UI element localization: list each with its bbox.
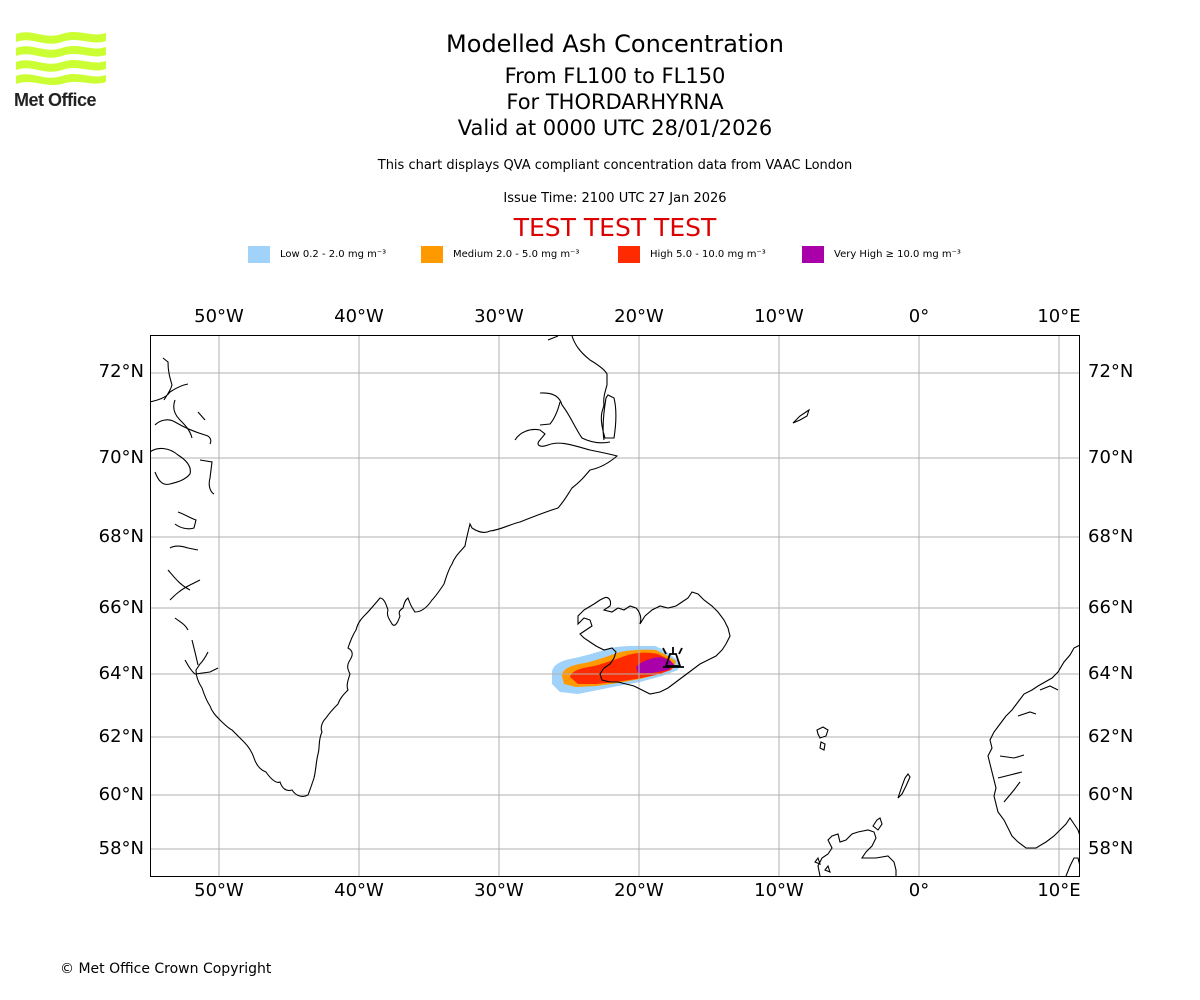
valid-time: Valid at 0000 UTC 28/01/2026 (457, 116, 773, 140)
lat-tick-right: 60°N (1088, 784, 1134, 805)
lat-tick-right: 68°N (1088, 526, 1134, 547)
met-office-logo (14, 30, 109, 110)
ash-plume (552, 645, 680, 694)
lon-tick-top: 20°W (614, 306, 664, 327)
coast-faroes (816, 726, 829, 751)
ash-map[interactable] (150, 335, 1081, 877)
lon-tick-bottom: 30°W (474, 880, 524, 901)
copyright-footer: © Met Office Crown Copyright (60, 961, 272, 977)
volcano-name: For THORDARHYRNA (506, 90, 724, 114)
lat-tick-left: 70°N (98, 447, 144, 468)
lon-tick-bottom: 20°W (614, 880, 664, 901)
lon-tick-bottom: 0° (908, 880, 930, 901)
map-frame (150, 335, 1080, 877)
legend-swatch-low (248, 245, 270, 263)
test-banner: TEST TEST TEST (513, 213, 717, 242)
logo-text: Met Office (14, 90, 97, 110)
lat-tick-right: 66°N (1088, 597, 1134, 618)
legend-label-very-high: Very High ≥ 10.0 mg m⁻³ (834, 248, 961, 260)
graticule (150, 335, 1080, 876)
lat-tick-right: 70°N (1088, 447, 1134, 468)
legend-label-medium: Medium 2.0 - 5.0 mg m⁻³ (453, 248, 580, 260)
legend-label-high: High 5.0 - 10.0 mg m⁻³ (650, 248, 766, 260)
logo-waves-icon (16, 32, 106, 85)
coast-greenland-west (150, 357, 219, 675)
lon-tick-bottom: 40°W (334, 880, 384, 901)
lat-tick-left: 66°N (98, 597, 144, 618)
issue-time: Issue Time: 2100 UTC 27 Jan 2026 (503, 191, 727, 206)
lon-tick-top: 50°W (194, 306, 244, 327)
legend-swatch-very-high (802, 245, 824, 263)
legend-item-low: Low 0.2 - 2.0 mg m⁻³ (248, 244, 386, 264)
legend-item-high: High 5.0 - 10.0 mg m⁻³ (618, 244, 766, 264)
volcano-icon (662, 647, 684, 668)
lon-tick-top: 10°E (1037, 306, 1081, 327)
chart-title: Modelled Ash Concentration (446, 30, 784, 58)
legend-item-very-high: Very High ≥ 10.0 mg m⁻³ (802, 244, 961, 264)
coast-orkney (872, 817, 883, 831)
coast-iceland (577, 591, 731, 695)
lon-tick-top: 40°W (334, 306, 384, 327)
legend-item-medium: Medium 2.0 - 5.0 mg m⁻³ (421, 244, 579, 264)
lat-tick-left: 58°N (98, 838, 144, 859)
lon-tick-bottom: 50°W (194, 880, 244, 901)
lat-tick-right: 58°N (1088, 838, 1134, 859)
ash-very-high (636, 657, 674, 673)
lat-tick-left: 64°N (98, 663, 144, 684)
coast-jan-mayen (792, 408, 811, 424)
legend-swatch-high (618, 245, 640, 263)
legend-swatch-medium (421, 245, 443, 263)
lat-tick-left: 72°N (98, 361, 144, 382)
lat-tick-right: 72°N (1088, 361, 1134, 382)
coast-norway (987, 644, 1080, 876)
lat-tick-left: 60°N (98, 784, 144, 805)
legend-label-low: Low 0.2 - 2.0 mg m⁻³ (280, 248, 387, 260)
lat-tick-left: 68°N (98, 526, 144, 547)
coast-scotland (814, 829, 897, 876)
lat-tick-left: 62°N (98, 726, 144, 747)
lon-tick-bottom: 10°W (754, 880, 804, 901)
lon-tick-top: 30°W (474, 306, 524, 327)
description: This chart displays QVA compliant concen… (377, 158, 853, 173)
lon-tick-top: 10°W (754, 306, 804, 327)
lat-tick-right: 62°N (1088, 726, 1134, 747)
lon-tick-bottom: 10°E (1037, 880, 1081, 901)
coastlines (150, 335, 1080, 876)
lat-tick-right: 64°N (1088, 663, 1134, 684)
coast-shetland (897, 773, 911, 799)
coast-greenland-east (195, 335, 619, 797)
flight-levels: From FL100 to FL150 (504, 64, 726, 88)
lon-tick-top: 0° (908, 306, 930, 327)
